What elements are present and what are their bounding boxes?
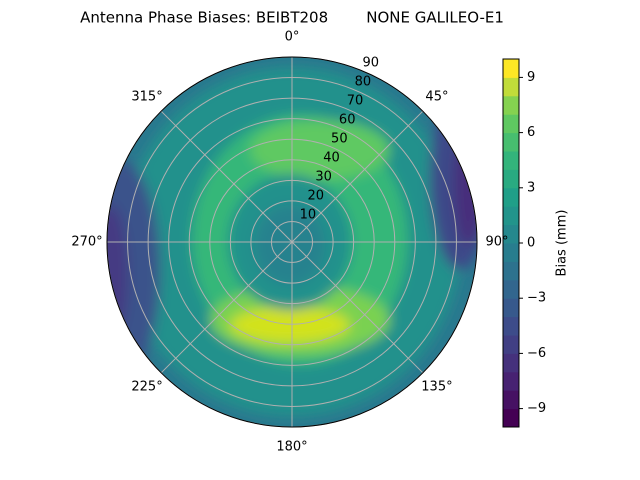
colorbar-band [503,59,519,78]
angular-tick-label: 135° [421,379,452,394]
colorbar-tick-label: 0 [527,236,535,251]
colorbar-band [503,316,519,336]
colorbar-band [503,132,519,152]
colorbar-band [503,114,519,134]
angular-grid-line [160,241,293,374]
colorbar-band [503,279,519,299]
colorbar-tick-label: −6 [527,346,546,361]
colorbar-label: Bias (mm) [555,210,570,277]
radial-tick-label: 80 [355,75,372,90]
colorbar-band [503,151,519,170]
angular-grid-line [160,110,293,243]
radial-tick-label: 60 [339,113,356,128]
angular-tick-label: 90° [485,235,508,250]
colorbar-band [503,261,519,281]
colorbar-band [503,206,519,226]
colorbar-tick-label: −3 [527,291,546,306]
colorbar-tick-label: 6 [527,125,535,140]
polar-frame [106,56,478,428]
colorbar-band [503,298,519,318]
angular-tick-label: 0° [285,30,300,45]
colorbar-band [503,353,519,373]
colorbar-band [503,224,519,244]
angular-tick-label: 270° [71,235,102,250]
radial-tick-label: 40 [323,151,340,166]
radial-tick-label: 50 [331,132,348,147]
radial-tick-label: 90 [363,56,380,71]
radial-tick-label: 30 [315,170,332,185]
colorbar-band [503,243,519,262]
colorbar-band [503,390,519,410]
radial-tick-label: 10 [300,208,317,223]
colorbar-band [503,335,519,354]
colorbar-tick-label: 9 [527,70,535,85]
colorbar-tick-label: −9 [527,401,546,416]
colorbar-band [503,77,519,97]
colorbar-band [503,408,519,428]
colorbar-tick-label: 3 [527,180,535,195]
radial-tick-label: 20 [307,189,324,204]
chart-title: Antenna Phase Biases: BEIBT208 NONE GALI… [80,9,504,27]
angular-tick-label: 225° [131,379,162,394]
radial-tick-label: 70 [347,94,364,109]
angular-tick-label: 315° [131,90,162,105]
colorbar-band [503,371,519,391]
angular-grid-line [291,241,424,374]
colorbar-band [503,187,519,207]
angular-tick-label: 45° [425,90,448,105]
colorbar: −9 −6 −3 0 3 6 9 [502,58,546,428]
colorbar-band [503,95,519,115]
angular-tick-label: 180° [276,440,307,455]
colorbar-band [503,169,519,189]
angular-grid-line [291,110,424,243]
